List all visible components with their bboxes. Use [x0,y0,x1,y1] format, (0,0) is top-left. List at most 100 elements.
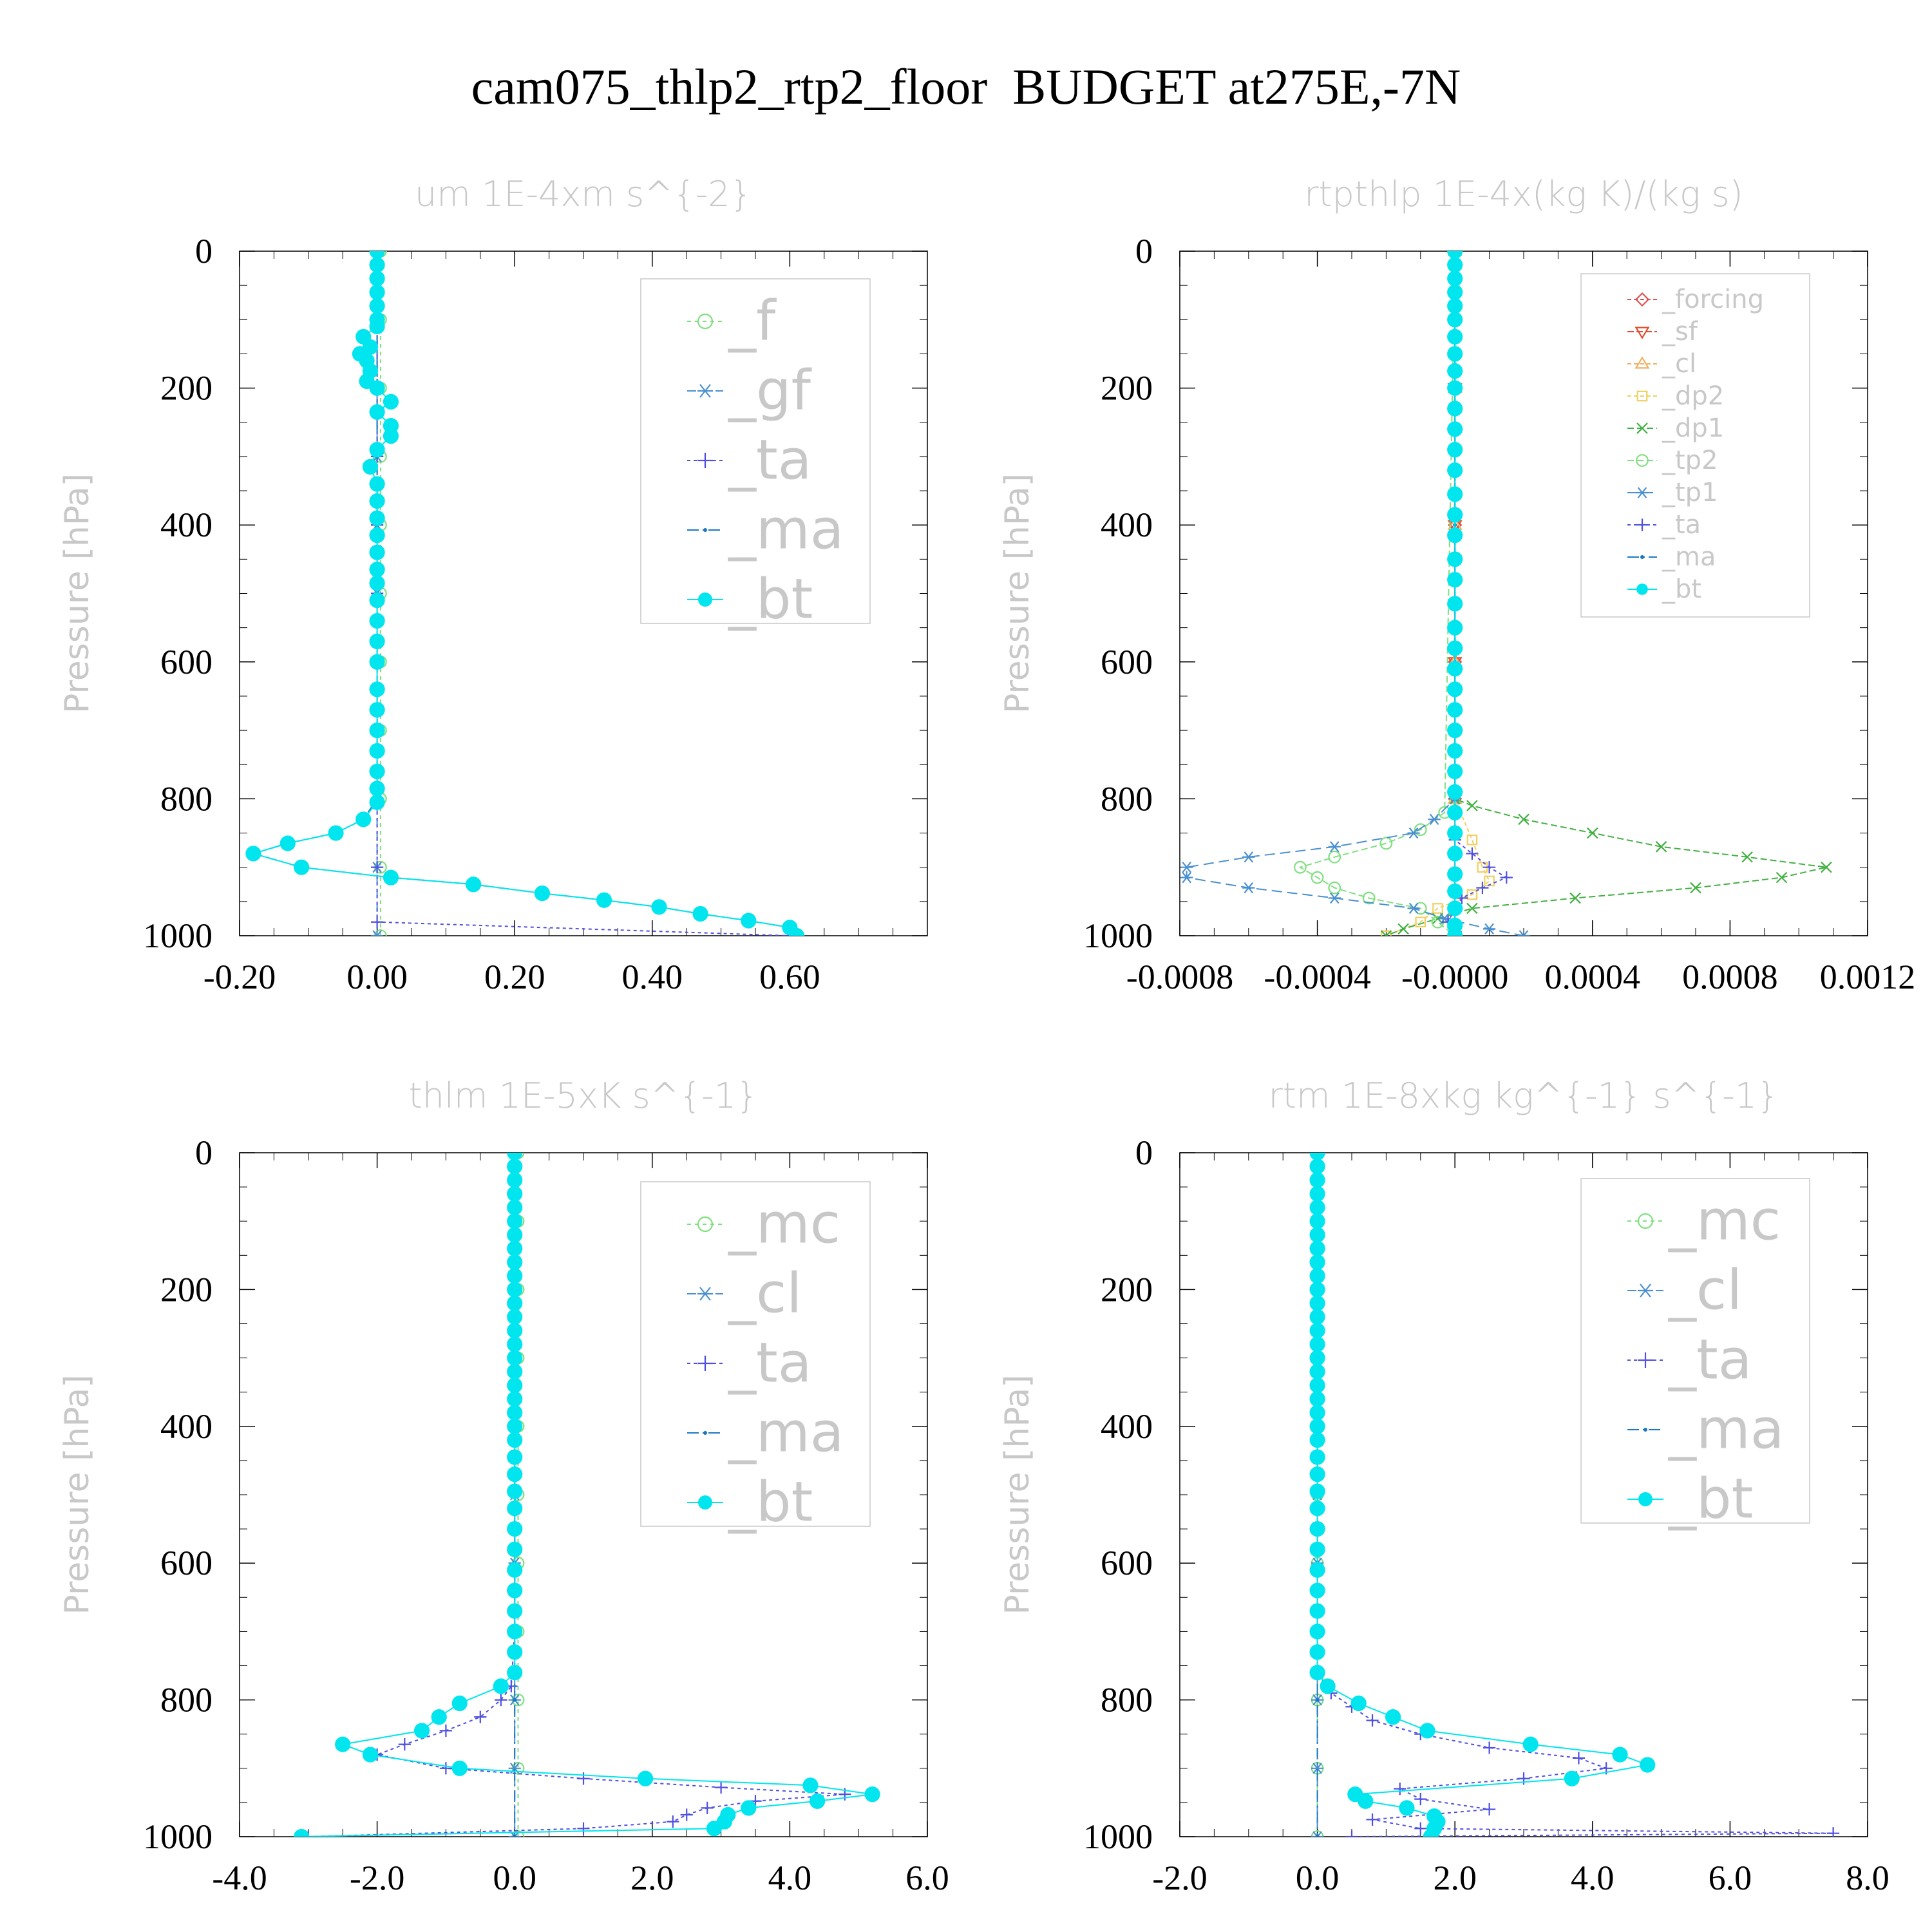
y-axis-label: Pressure [hPa] [998,473,1037,714]
data-point [1309,1466,1325,1482]
data-point [369,681,385,697]
series-line-dp1 [1386,251,1827,936]
data-point [1447,784,1463,800]
data-point [1447,763,1463,779]
data-point [1311,1831,1324,1837]
data-point [1432,903,1443,914]
data-point [1309,1501,1325,1517]
data-point [335,1736,351,1752]
legend-marker [703,1431,707,1435]
data-point [369,510,385,526]
data-point [507,1213,523,1229]
data-point [245,846,261,862]
y-tick-label: 600 [1101,643,1153,681]
data-point [1180,871,1193,884]
data-point [1397,923,1409,935]
data-point [1414,1792,1427,1806]
y-tick-label: 1000 [143,916,213,955]
data-point [1309,1405,1325,1421]
legend-label: _ta [728,428,811,492]
data-point [1741,851,1753,863]
data-point [1466,834,1478,846]
data-point [369,380,385,396]
legend-label: _bt [1662,574,1701,604]
series-group [294,1153,880,1837]
data-point [1655,841,1667,853]
y-axis-label: Pressure [hPa] [998,1375,1037,1615]
data-point [1483,1741,1496,1754]
data-point [1309,1521,1325,1537]
legend-label: _cl [1662,349,1696,379]
data-point [1309,1483,1325,1499]
data-point [1407,902,1420,914]
legend-label: _mc [728,1191,840,1256]
data-point [1414,823,1427,837]
data-point [1447,346,1463,362]
data-point [577,1772,590,1785]
data-point [1309,1377,1325,1394]
data-point [507,1295,523,1311]
legend-marker [1638,1352,1653,1368]
data-point [701,1801,714,1814]
data-point [507,1363,523,1379]
data-point [294,1828,310,1837]
legend-marker [1638,1492,1653,1506]
data-point [507,1391,523,1407]
legend-marker [1643,1428,1647,1432]
data-point [1366,1813,1379,1826]
data-point [507,1268,523,1284]
legend-label: _tp1 [1662,478,1718,507]
data-point [369,633,385,650]
data-point [279,835,296,851]
data-point [507,1624,523,1640]
legend-marker [1638,1283,1653,1298]
data-point [398,1738,411,1751]
data-point [507,1483,523,1499]
data-point [1821,861,1832,873]
data-point [1447,363,1463,379]
data-point [1447,298,1463,314]
data-point [371,930,384,936]
data-point [507,1240,523,1256]
x-tick-label: 2.0 [630,1859,674,1897]
data-point [1315,1698,1320,1702]
x-tick-label: -0.0000 [1401,958,1508,996]
legend-label: _bt [728,1470,813,1534]
data-point [369,298,385,314]
legend-marker [697,1287,713,1301]
x-tick-label: 6.0 [905,1859,949,1897]
data-point [1328,841,1341,853]
x-tick-label: -0.20 [204,958,276,996]
legend-label: _ta [1662,510,1701,540]
data-point [507,1254,523,1271]
data-point [1350,1695,1367,1712]
y-tick-label: 400 [160,1407,213,1446]
legend-marker [1636,583,1648,595]
y-axis-label: Pressure [hPa] [58,1375,97,1615]
chart-title: rtm 1E-8xkg kg^{-1} s^{-1} [1269,1075,1779,1116]
x-tick-label: 0.0 [493,1859,536,1897]
data-point [1564,1770,1580,1786]
data-point [507,1186,523,1202]
x-tick-label: -4.0 [212,1859,267,1897]
data-point [1311,1763,1324,1774]
data-point [1447,312,1463,328]
series-markers [1309,1153,1656,1837]
y-tick-label: 200 [160,369,213,408]
x-tick-label: 8.0 [1846,1859,1889,1897]
data-point [493,1678,509,1694]
data-point [1309,1213,1325,1229]
y-tick-label: 1000 [1083,916,1153,955]
data-point [534,885,551,902]
data-point [294,859,310,875]
data-point [1447,866,1463,882]
data-point [439,1762,452,1775]
data-point [507,1432,523,1448]
series-markers [1180,251,1530,936]
y-tick-label: 800 [160,779,213,818]
data-point [638,1770,654,1786]
legend-label: _ma [1668,1397,1784,1461]
data-point [1309,1541,1325,1558]
series-markers [1293,251,1462,936]
